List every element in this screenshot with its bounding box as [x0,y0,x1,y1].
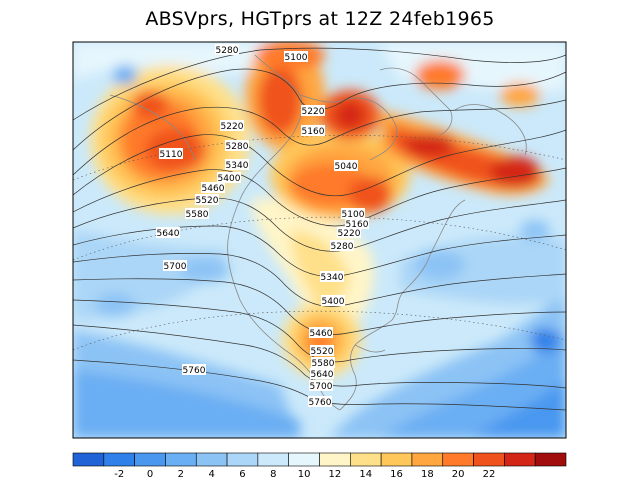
contour-label-bg [301,125,325,136]
colorbar-tick-label: 6 [239,469,245,480]
contour-label-bg [308,396,332,407]
contour-label-bg [320,271,344,282]
contour-label: 5520 [196,196,219,206]
contour-label: 5340 [226,161,249,171]
contour-label: 5110 [160,150,183,160]
colorbar-tick-label: 8 [270,469,276,480]
contour-label-bg [201,182,225,193]
contour-label: 5340 [321,273,344,283]
contour-label-bg [310,368,334,379]
contour-label: 5160 [346,220,369,230]
contour-label: 5100 [342,210,365,220]
contour-label: 5580 [312,359,335,369]
colorbar-swatch [319,452,351,467]
contour-label-bg [195,194,219,205]
contour-label-bg [217,172,241,183]
contour-label: 5220 [221,122,244,132]
colorbar-tick-label: 10 [298,469,311,480]
contour-label: 5460 [310,329,333,339]
contour-label-bg [215,44,239,55]
contour-label-bg [310,345,334,356]
contour-label: 5400 [322,297,345,307]
contour-label: 5700 [310,382,333,392]
contour-label: 5220 [302,107,325,117]
contour-label: 5400 [218,174,241,184]
contour-label: 5760 [309,398,332,408]
contour-label-bg [220,120,244,131]
colorbar-swatch [442,452,474,467]
contour-label: 5460 [202,184,225,194]
colorbar-tick-label: -2 [114,469,124,480]
colorbar-swatch [380,452,413,467]
colorbar-tick-label: 16 [390,469,403,480]
latitude-lines [73,135,566,351]
contour-label-bg [159,148,183,159]
contour-label-bg [337,227,361,238]
chart-title: ABSVprs, HGTprs at 12Z 24feb1965 [145,8,495,30]
contour-label: 5280 [226,142,249,152]
colorbar-swatch [504,452,536,467]
colorbar-swatch [534,452,567,467]
contour-label: 5520 [311,347,334,357]
contour-label-bg [334,160,358,171]
colorbar-swatch [72,452,105,467]
colorbar: -2 0 2 4 6 8 10 12 14 16 18 20 22 [72,452,567,480]
colorbar-swatch [165,452,197,467]
colorbar-tick-label: 14 [359,469,372,480]
colorbar-tick-label: 2 [178,469,184,480]
contour-label-bg [185,208,209,219]
contour-label: 5160 [302,127,325,137]
colorbar-tick-label: 22 [483,469,496,480]
colorbar-tick-label: 20 [452,469,465,480]
colorbar-tick-label: 0 [147,469,153,480]
contour-labels: 5280510052205160511052805340540054605520… [156,44,369,408]
contour-label-bg [311,357,335,368]
contour-label: 5640 [311,370,334,380]
contour-label: 5640 [157,229,180,239]
colorbar-tick-label: 18 [421,469,434,480]
contour-label-bg [156,227,180,238]
colorbar-swatch [350,452,382,467]
plot-frame [72,41,567,439]
coastlines [109,54,527,411]
colorbar-swatch [103,452,135,467]
contour-label: 5220 [338,229,361,239]
contour-label-bg [309,380,333,391]
contour-label-bg [341,208,365,219]
contour-label-bg [330,240,354,251]
colorbar-swatch [257,452,289,467]
contour-label: 5040 [335,162,358,172]
contour-label-bg [321,295,345,306]
contour-label-bg [345,218,369,229]
contour-label-bg [284,51,308,62]
contour-label-bg [182,364,206,375]
colorbar-swatch [134,452,166,467]
vorticity-field [73,42,566,438]
colorbar-swatch [226,452,259,467]
colorbar-swatch [411,452,444,467]
contour-label-bg [225,140,249,151]
contour-label-bg [225,159,249,170]
contour-label-bg [301,105,325,116]
contour-label: 5700 [164,262,187,272]
colorbar-swatch [195,452,228,467]
contour-label-bg [309,327,333,338]
colorbar-swatch [473,452,505,467]
contour-label: 5580 [186,210,209,220]
contour-label-bg [163,260,187,271]
contour-label: 5280 [331,242,354,252]
colorbar-swatch [288,452,320,467]
contour-label: 5100 [285,53,308,63]
colorbar-tick-label: 12 [329,469,342,480]
contour-label: 5280 [216,46,239,56]
colorbar-tick-label: 4 [208,469,214,480]
contour-label: 5760 [183,366,206,376]
